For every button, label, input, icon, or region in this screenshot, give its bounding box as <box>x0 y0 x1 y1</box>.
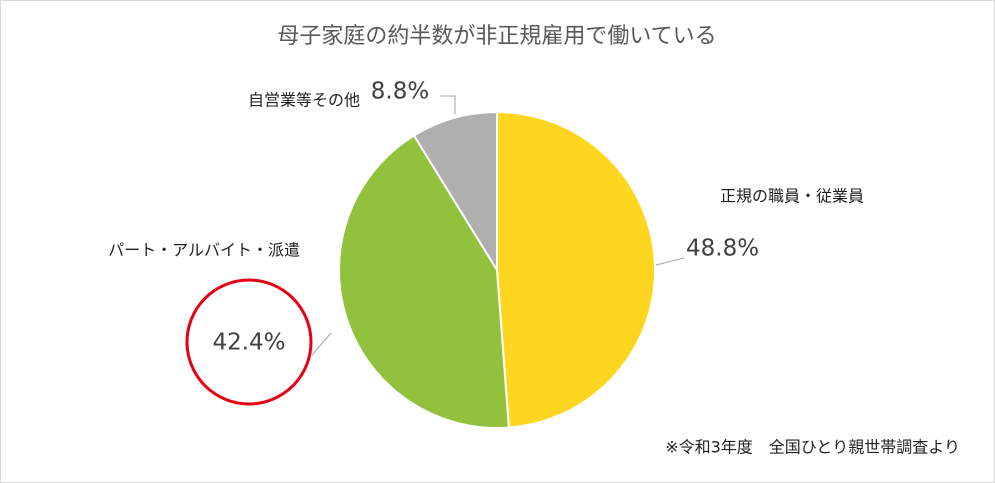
source-note: ※令和3年度 全国ひとり親世帯調査より <box>665 438 960 457</box>
highlight-circle <box>185 278 313 406</box>
value-label: 42.4% <box>212 330 285 356</box>
leader-line <box>311 332 332 356</box>
pie-slice <box>338 134 510 429</box>
category-label: 自営業等その他 <box>248 91 360 110</box>
leader-line <box>440 95 456 114</box>
value-label: 48.8% <box>686 236 759 262</box>
value-label: 8.8% <box>371 79 429 105</box>
category-label: 正規の職員・従業員 <box>720 187 864 206</box>
leader-line <box>655 257 685 266</box>
pie-slice <box>412 110 498 274</box>
pie-slice <box>496 110 656 429</box>
chart-title: 母子家庭の約半数が非正規雇用で働いている <box>277 24 716 49</box>
category-label: パート・アルバイト・派遣 <box>108 241 300 260</box>
